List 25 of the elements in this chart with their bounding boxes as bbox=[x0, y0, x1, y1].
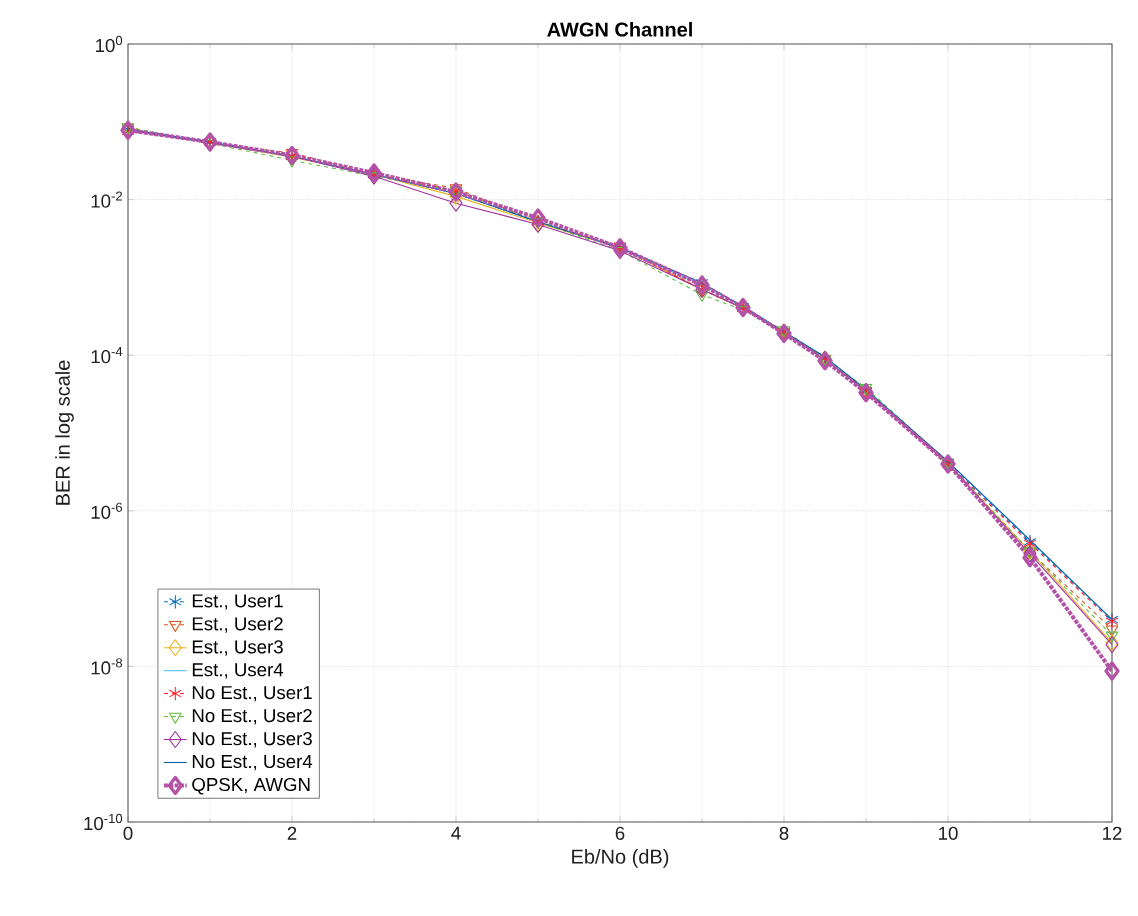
chart-title: AWGN Channel bbox=[547, 21, 692, 37]
legend-label: Est., User1 bbox=[192, 594, 283, 610]
y-tick-label: 10$^{0}$ bbox=[96, 35, 123, 53]
legend-label: QPSK, AWGN bbox=[192, 777, 310, 795]
x-tick-label: 2 bbox=[287, 826, 297, 840]
legend-label: No Est., User3 bbox=[192, 732, 312, 748]
y-tick-label: 10$^{-10}$ bbox=[84, 813, 123, 831]
y-tick-label: 10$^{-8}$ bbox=[91, 658, 123, 675]
x-axis-title: Eb/No (dB) bbox=[572, 849, 669, 868]
legend-label: No Est., User2 bbox=[192, 708, 312, 725]
x-tick-label: 6 bbox=[615, 826, 625, 840]
y-tick-label: 10$^{-4}$ bbox=[91, 347, 123, 364]
x-tick-label: 12 bbox=[1103, 826, 1122, 840]
y-axis-title: BER in log scale bbox=[55, 360, 74, 505]
x-tick-label: 10 bbox=[939, 826, 958, 840]
legend-label: Est., User2 bbox=[192, 617, 283, 633]
x-tick-label: 0 bbox=[123, 826, 133, 840]
y-tick-label: 10$^{-2}$ bbox=[91, 191, 122, 208]
x-tick-label: 8 bbox=[779, 826, 789, 840]
y-tick-label: 10$^{-6}$ bbox=[91, 502, 123, 519]
legend-label: Est., User4 bbox=[192, 663, 284, 679]
legend-label: No Est., User1 bbox=[192, 686, 312, 702]
legend-label: No Est., User4 bbox=[192, 755, 313, 771]
legend-label: Est., User3 bbox=[192, 640, 283, 656]
x-tick-label: 4 bbox=[451, 826, 461, 840]
